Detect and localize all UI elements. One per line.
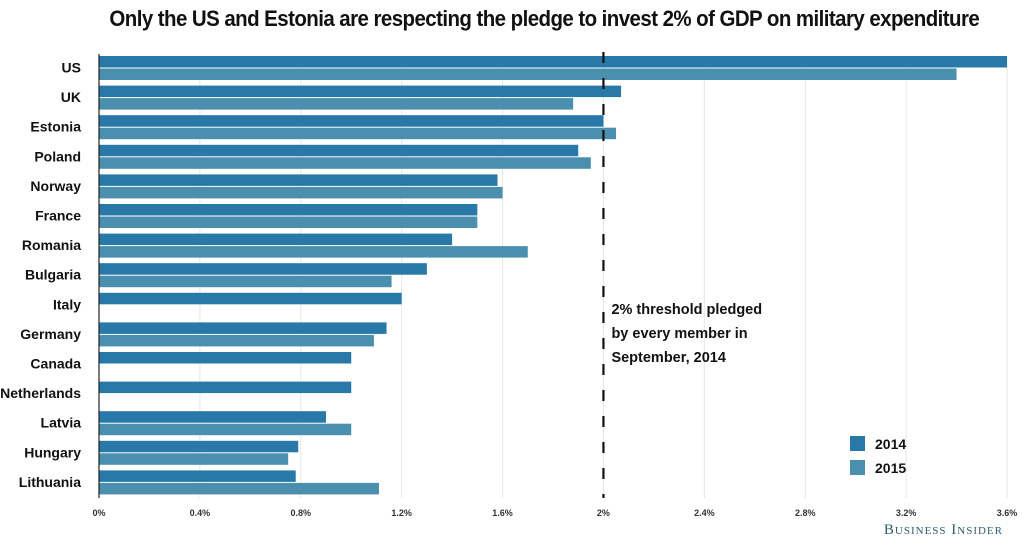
annotation-line: September, 2014 xyxy=(611,350,725,366)
category-label: Bulgaria xyxy=(25,267,81,283)
bar-italy-2014 xyxy=(99,292,402,305)
bar-hungary-2014 xyxy=(99,440,299,453)
x-tick-label: 0.8% xyxy=(291,508,312,518)
category-label: Netherlands xyxy=(0,385,81,401)
category-label: France xyxy=(35,208,81,224)
bar-germany-2014 xyxy=(99,322,387,334)
category-label: Latvia xyxy=(41,415,82,431)
x-tick-label: 0% xyxy=(92,508,105,518)
bar-latvia-2015 xyxy=(99,423,352,436)
x-tick-label: 3.2% xyxy=(896,508,917,518)
bar-lithuania-2014 xyxy=(99,470,296,482)
legend-swatch-2015 xyxy=(850,460,865,475)
chart-title: Only the US and Estonia are respecting t… xyxy=(109,6,980,31)
threshold-annotation: 2% threshold pledged by every member in Se… xyxy=(611,302,762,366)
bar-latvia-2014 xyxy=(99,411,326,423)
category-label: Italy xyxy=(53,296,81,312)
category-labels: US UK Estonia Poland Norway France Romania Bulg… xyxy=(0,60,81,490)
annotation-line: 2% threshold pledged xyxy=(611,302,762,318)
x-tick-label: 3.6% xyxy=(997,508,1018,518)
category-label: Lithuania xyxy=(19,474,81,490)
bar-estonia-2014 xyxy=(99,115,604,127)
annotation-line: by every member in xyxy=(611,326,747,342)
x-tick-label: 1.6% xyxy=(492,508,513,518)
bar-france-2015 xyxy=(99,216,478,228)
bar-netherlands-2014 xyxy=(99,381,352,394)
legend-swatch-2014 xyxy=(850,436,865,451)
category-label: Poland xyxy=(34,148,81,164)
bars xyxy=(99,56,1007,495)
bar-lithuania-2015 xyxy=(99,482,379,495)
bar-canada-2014 xyxy=(99,352,352,364)
bar-poland-2015 xyxy=(99,157,591,169)
category-label: Estonia xyxy=(30,119,81,135)
bar-romania-2015 xyxy=(99,246,528,258)
category-label: UK xyxy=(61,89,81,105)
x-tick-label: 2% xyxy=(597,508,610,518)
bar-romania-2014 xyxy=(99,233,453,246)
bar-norway-2015 xyxy=(99,186,503,199)
bar-hungary-2015 xyxy=(99,453,289,465)
category-label: Romania xyxy=(22,237,81,253)
bar-estonia-2015 xyxy=(99,127,617,140)
x-tick-label: 0.4% xyxy=(190,508,211,518)
bar-norway-2014 xyxy=(99,174,498,186)
x-tick-label: 2.8% xyxy=(795,508,816,518)
bar-bulgaria-2014 xyxy=(99,263,427,275)
bar-uk-2015 xyxy=(99,98,574,110)
bar-us-2014 xyxy=(99,56,1007,68)
bar-france-2014 xyxy=(99,204,478,216)
category-label: US xyxy=(62,60,81,76)
x-axis-ticks: 0% 0.4% 0.8% 1.2% 1.6% 2% 2.4% 2.8% 3.2% 3.6% xyxy=(92,508,1017,518)
bar-bulgaria-2015 xyxy=(99,275,392,288)
bar-uk-2014 xyxy=(99,85,622,98)
legend: 2014 2015 xyxy=(850,436,906,476)
category-label: Norway xyxy=(30,178,81,194)
legend-label: 2014 xyxy=(875,436,906,452)
bar-germany-2015 xyxy=(99,334,374,347)
x-tick-label: 2.4% xyxy=(694,508,715,518)
brand-logo: Business Insider xyxy=(883,522,1003,538)
bar-us-2015 xyxy=(99,68,957,80)
category-label: Germany xyxy=(20,326,81,342)
legend-label: 2015 xyxy=(875,460,906,476)
bar-poland-2014 xyxy=(99,144,579,157)
category-label: Hungary xyxy=(24,444,81,460)
x-tick-label: 1.2% xyxy=(391,508,412,518)
category-label: Canada xyxy=(30,356,81,372)
